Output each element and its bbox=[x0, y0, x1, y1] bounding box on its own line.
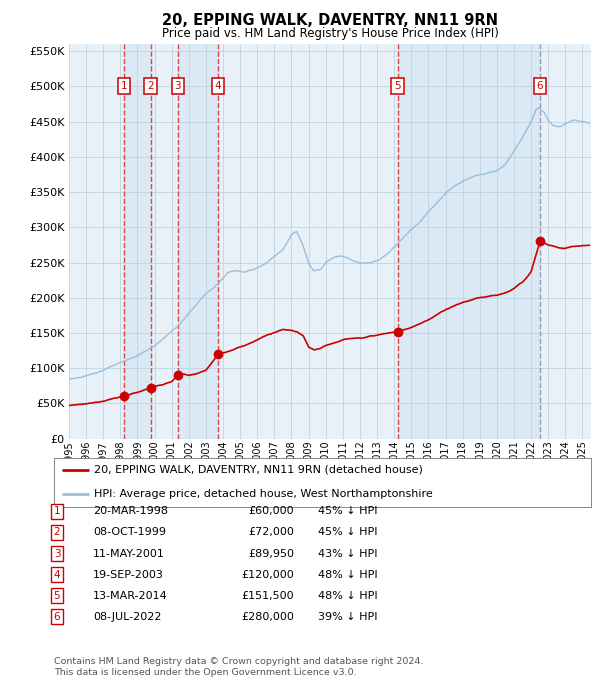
Text: 43% ↓ HPI: 43% ↓ HPI bbox=[318, 549, 377, 558]
Bar bbox=[178, 44, 218, 439]
Text: £280,000: £280,000 bbox=[241, 612, 294, 622]
Text: This data is licensed under the Open Government Licence v3.0.: This data is licensed under the Open Gov… bbox=[54, 668, 356, 677]
Text: 20, EPPING WALK, DAVENTRY, NN11 9RN: 20, EPPING WALK, DAVENTRY, NN11 9RN bbox=[162, 13, 498, 28]
Text: 08-JUL-2022: 08-JUL-2022 bbox=[93, 612, 161, 622]
Text: 11-MAY-2001: 11-MAY-2001 bbox=[93, 549, 165, 558]
Text: 6: 6 bbox=[53, 612, 61, 622]
Text: £72,000: £72,000 bbox=[248, 528, 294, 537]
Text: 6: 6 bbox=[536, 81, 544, 90]
Text: £89,950: £89,950 bbox=[248, 549, 294, 558]
Bar bbox=[124, 44, 151, 439]
Text: Price paid vs. HM Land Registry's House Price Index (HPI): Price paid vs. HM Land Registry's House … bbox=[161, 27, 499, 41]
Text: £151,500: £151,500 bbox=[241, 591, 294, 600]
Text: 48% ↓ HPI: 48% ↓ HPI bbox=[318, 591, 377, 600]
Text: Contains HM Land Registry data © Crown copyright and database right 2024.: Contains HM Land Registry data © Crown c… bbox=[54, 658, 424, 666]
Text: 20-MAR-1998: 20-MAR-1998 bbox=[93, 507, 168, 516]
Text: £120,000: £120,000 bbox=[241, 570, 294, 579]
Text: 1: 1 bbox=[121, 81, 127, 90]
Bar bbox=[398, 44, 540, 439]
Text: 5: 5 bbox=[394, 81, 401, 90]
Text: 13-MAR-2014: 13-MAR-2014 bbox=[93, 591, 168, 600]
Text: 4: 4 bbox=[53, 570, 61, 579]
Text: 19-SEP-2003: 19-SEP-2003 bbox=[93, 570, 164, 579]
Text: 1: 1 bbox=[53, 507, 61, 516]
Text: 39% ↓ HPI: 39% ↓ HPI bbox=[318, 612, 377, 622]
Text: 3: 3 bbox=[175, 81, 181, 90]
Text: 45% ↓ HPI: 45% ↓ HPI bbox=[318, 528, 377, 537]
Text: 4: 4 bbox=[215, 81, 221, 90]
Text: 2: 2 bbox=[148, 81, 154, 90]
Text: 45% ↓ HPI: 45% ↓ HPI bbox=[318, 507, 377, 516]
Text: HPI: Average price, detached house, West Northamptonshire: HPI: Average price, detached house, West… bbox=[94, 490, 433, 499]
Text: 5: 5 bbox=[53, 591, 61, 600]
Text: 3: 3 bbox=[53, 549, 61, 558]
Text: 2: 2 bbox=[53, 528, 61, 537]
Text: 08-OCT-1999: 08-OCT-1999 bbox=[93, 528, 166, 537]
Text: 20, EPPING WALK, DAVENTRY, NN11 9RN (detached house): 20, EPPING WALK, DAVENTRY, NN11 9RN (det… bbox=[94, 465, 423, 475]
Text: £60,000: £60,000 bbox=[248, 507, 294, 516]
Text: 48% ↓ HPI: 48% ↓ HPI bbox=[318, 570, 377, 579]
